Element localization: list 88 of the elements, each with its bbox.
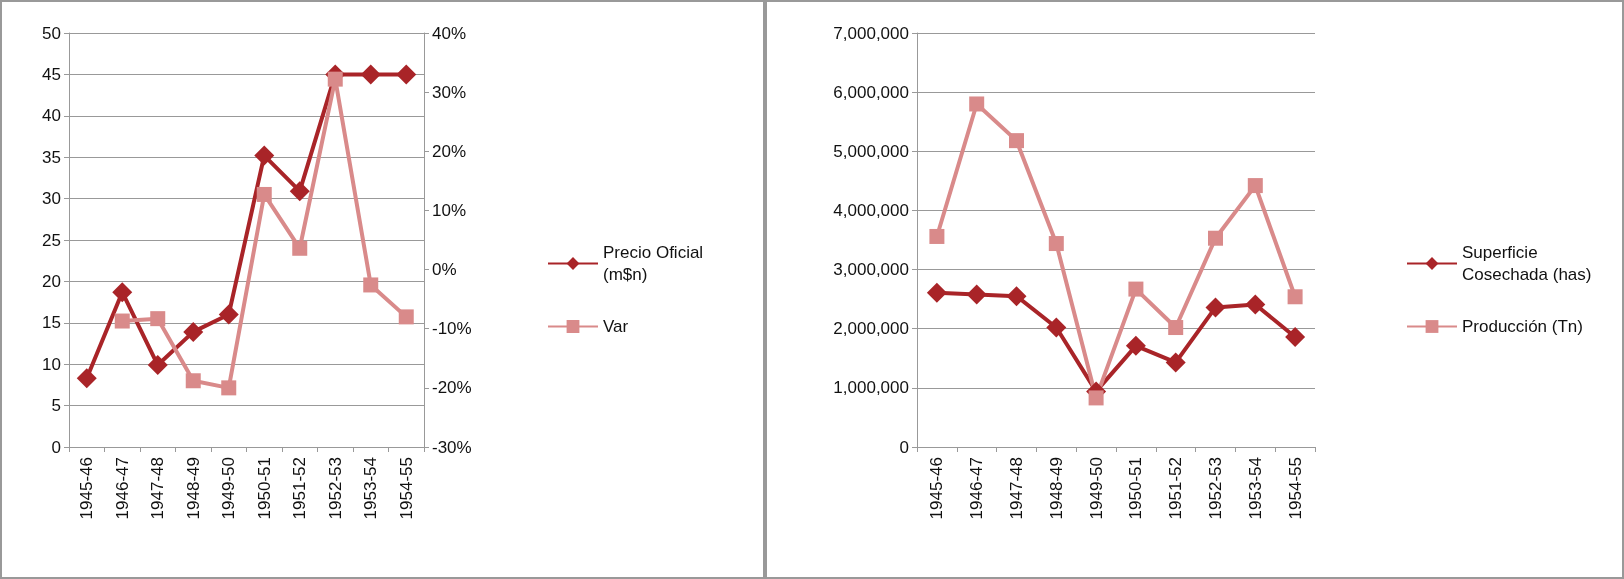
y2-tick-label: 30% — [432, 82, 467, 102]
y-tick-label: 4,000,000 — [833, 200, 909, 220]
point — [1006, 286, 1027, 307]
x-tick-label: 1950-51 — [1126, 457, 1146, 520]
legend-label: Superficie Cosechada (has) — [1462, 243, 1592, 284]
y-tick-label: 1,000,000 — [833, 378, 909, 398]
x-tick-label: 1952-53 — [1206, 457, 1225, 520]
point — [1208, 230, 1223, 246]
x-tick-label: 1949-50 — [1086, 457, 1106, 520]
x-tick-label: 1945-46 — [77, 457, 97, 520]
point — [292, 240, 308, 256]
legend-label: Precio Oficial (m$n) — [603, 243, 708, 284]
x-tick-label: 1950-51 — [254, 457, 274, 520]
x-tick-label: 1947-48 — [1007, 457, 1026, 520]
point — [1165, 352, 1186, 373]
x-tick-label: 1952-53 — [325, 457, 345, 520]
y-tick-label: 40 — [42, 106, 61, 126]
x-tick-label: 1946-47 — [967, 457, 987, 520]
point — [221, 380, 237, 396]
point — [254, 145, 275, 166]
y-tick-label: 0 — [51, 437, 61, 457]
y-tick-label: 20 — [42, 271, 61, 291]
y-tick-label: 0 — [899, 437, 909, 457]
point — [929, 228, 945, 244]
point — [926, 282, 947, 303]
y-tick-label: 5 — [51, 396, 61, 416]
point — [147, 355, 168, 376]
y-tick-label: 50 — [42, 23, 61, 43]
y2-tick-label: 40% — [432, 23, 467, 43]
point — [398, 309, 414, 325]
legend-label: Producción (Tn) — [1462, 317, 1583, 336]
point — [114, 313, 130, 329]
point — [1245, 294, 1266, 315]
x-tick-label: 1945-46 — [927, 457, 947, 520]
point — [363, 277, 379, 293]
x-tick-label: 1951-52 — [1166, 457, 1186, 520]
point — [1128, 281, 1144, 297]
y2-tick-label: 10% — [432, 200, 467, 220]
x-tick-label: 1948-49 — [1046, 457, 1066, 520]
point — [1009, 133, 1024, 149]
y-tick-label: 2,000,000 — [833, 319, 909, 339]
point — [360, 64, 381, 85]
y2-tick-label: -30% — [432, 437, 472, 457]
x-tick-label: 1954-55 — [1285, 457, 1305, 520]
point — [1088, 390, 1104, 406]
x-tick-label: 1948-49 — [183, 457, 203, 520]
point — [76, 368, 97, 389]
point — [1048, 236, 1064, 252]
x-tick-label: 1946-47 — [112, 457, 132, 520]
point — [1205, 297, 1226, 318]
point — [256, 186, 272, 202]
y2-tick-label: 20% — [432, 141, 467, 161]
y2-tick-label: -20% — [432, 378, 472, 398]
point — [966, 284, 987, 305]
x-tick-label: 1949-50 — [219, 457, 239, 520]
y-tick-label: 15 — [42, 313, 61, 333]
y2-tick-label: 0% — [432, 260, 457, 280]
y-tick-label: 5,000,000 — [833, 141, 909, 161]
point — [969, 96, 985, 112]
point — [1247, 178, 1263, 194]
y-tick-label: 3,000,000 — [833, 260, 909, 280]
point — [218, 304, 239, 325]
y-tick-label: 6,000,000 — [833, 82, 909, 102]
y-tick-label: 45 — [42, 64, 61, 84]
point — [1168, 320, 1184, 336]
legend-label: Var — [603, 317, 629, 336]
x-tick-label: 1947-48 — [148, 457, 168, 520]
point — [1125, 335, 1146, 356]
y-tick-label: 35 — [42, 147, 61, 167]
y-tick-label: 7,000,000 — [833, 23, 909, 43]
y-tick-label: 25 — [42, 230, 61, 250]
y-tick-label: 30 — [42, 189, 61, 209]
point — [327, 71, 343, 87]
x-tick-label: 1953-54 — [1245, 457, 1265, 520]
point — [112, 282, 133, 303]
point — [396, 64, 417, 85]
point — [1046, 317, 1067, 338]
x-tick-label: 1953-54 — [361, 457, 381, 520]
x-tick-label: 1954-55 — [396, 457, 416, 520]
y-tick-label: 10 — [42, 354, 61, 374]
point — [289, 181, 310, 202]
point — [150, 311, 166, 327]
point — [185, 373, 201, 389]
x-tick-label: 1951-52 — [290, 457, 310, 520]
y2-tick-label: -10% — [432, 319, 472, 339]
point — [1287, 289, 1303, 305]
point — [183, 321, 204, 342]
point — [1285, 326, 1306, 347]
